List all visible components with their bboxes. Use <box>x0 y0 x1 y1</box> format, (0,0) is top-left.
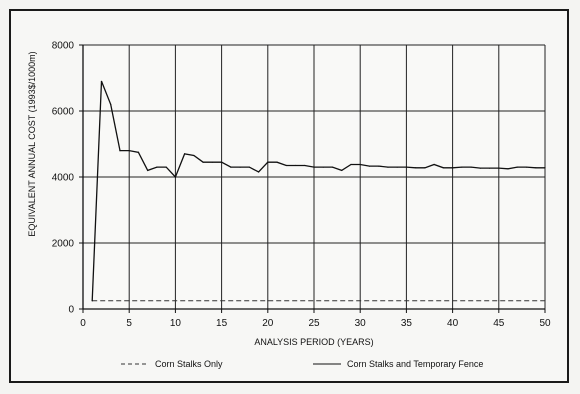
data-point <box>359 300 361 302</box>
data-point <box>507 168 509 170</box>
data-point <box>415 167 417 169</box>
data-point <box>525 166 528 168</box>
data-point <box>211 161 213 163</box>
grid <box>83 44 546 309</box>
data-point <box>322 166 324 168</box>
data-point <box>535 167 537 169</box>
y-tick-label: 8000 <box>52 41 75 52</box>
data-point <box>267 300 269 302</box>
data-point <box>461 166 463 168</box>
data-point <box>174 300 176 302</box>
data-point <box>387 166 389 168</box>
data-point <box>174 176 176 178</box>
x-tick-label: 30 <box>355 318 367 329</box>
data-point <box>488 167 491 169</box>
x-axis-label: ANALYSIS PERIOD (YEARS) <box>254 337 373 347</box>
y-tick-label: 0 <box>68 305 74 316</box>
data-point <box>91 300 93 302</box>
data-point <box>128 150 130 152</box>
data-point <box>165 166 167 168</box>
data-point <box>257 171 260 173</box>
data-point <box>516 166 518 168</box>
data-point <box>184 153 186 155</box>
data-point <box>470 166 472 168</box>
data-point <box>498 300 500 302</box>
y-tick-label: 4000 <box>52 173 75 184</box>
x-tick-label: 0 <box>80 318 86 329</box>
x-tick-label: 50 <box>539 318 551 329</box>
data-point <box>137 151 140 153</box>
legend-label: Corn Stalks and Temporary Fence <box>347 359 483 369</box>
x-tick-label: 15 <box>216 318 228 329</box>
data-point <box>294 164 297 167</box>
x-tick-label: 35 <box>401 318 413 329</box>
data-point <box>544 300 546 302</box>
data-point <box>341 169 343 171</box>
data-point <box>452 167 454 169</box>
y-axis-label: EQUIVALENT ANNUAL COST (1993$/1000m) <box>27 51 37 236</box>
chart-frame: 0 5 10 15 20 25 30 35 40 45 50 0 2000 4000 6000 8000 EQ… <box>9 9 569 383</box>
data-point <box>479 167 481 169</box>
data-point <box>405 166 407 168</box>
data-point <box>221 300 223 302</box>
data-point <box>248 166 250 168</box>
legend-label: Corn Stalks Only <box>155 359 223 369</box>
data-point <box>267 161 269 163</box>
data-point <box>239 166 241 168</box>
y-tick-label: 2000 <box>52 239 75 250</box>
x-tick-label: 25 <box>308 318 320 329</box>
data-point <box>498 167 500 169</box>
series <box>91 80 546 302</box>
data-point <box>378 165 380 167</box>
data-point <box>396 166 398 168</box>
x-tick-label: 5 <box>126 318 132 329</box>
x-tick-label: 10 <box>170 318 182 329</box>
data-point <box>193 154 195 157</box>
data-point <box>230 166 232 168</box>
x-tick-label: 20 <box>262 318 274 329</box>
data-point <box>119 150 121 152</box>
x-tick-label: 40 <box>447 318 459 329</box>
data-point <box>147 169 149 171</box>
line-chart: 0 5 10 15 20 25 30 35 40 45 50 0 2000 4000 6000 8000 EQ… <box>27 41 551 370</box>
data-point <box>285 164 287 167</box>
data-point <box>544 167 546 169</box>
data-point <box>110 103 112 105</box>
data-point <box>442 167 444 169</box>
series-line-corn-stalks-and-fence <box>91 81 545 301</box>
data-point <box>313 166 315 168</box>
data-point <box>156 166 158 168</box>
data-point <box>221 161 223 163</box>
data-point <box>128 300 130 302</box>
axes: 0 5 10 15 20 25 30 35 40 45 50 0 2000 4000 6000 8000 <box>52 41 551 330</box>
data-point <box>100 80 103 82</box>
data-point <box>433 163 435 166</box>
y-tick-label: 6000 <box>52 107 75 118</box>
data-point <box>276 161 278 163</box>
data-point <box>350 163 352 166</box>
data-point <box>202 161 204 163</box>
data-point <box>368 165 371 167</box>
data-point <box>452 300 454 302</box>
legend: Corn Stalks Only Corn Stalks and Temporar… <box>121 359 483 369</box>
x-tick-label: 45 <box>493 318 505 329</box>
data-point <box>359 163 361 166</box>
data-point <box>424 167 426 169</box>
data-point <box>304 164 306 167</box>
data-point <box>405 300 407 302</box>
data-point <box>331 166 334 168</box>
data-point <box>313 300 315 302</box>
